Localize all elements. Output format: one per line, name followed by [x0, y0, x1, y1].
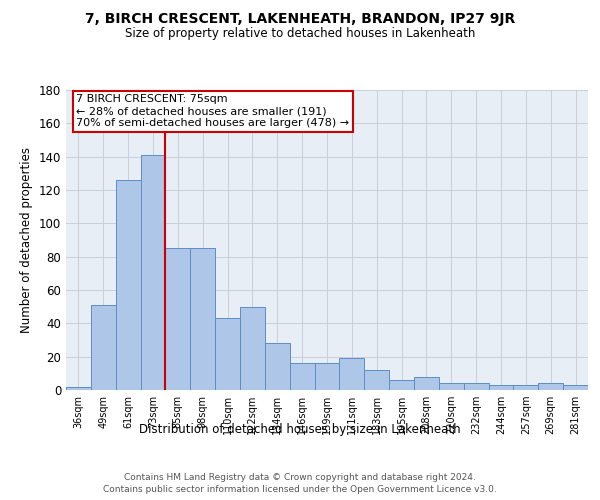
Bar	[364, 370, 389, 390]
Text: Contains public sector information licensed under the Open Government Licence v3: Contains public sector information licen…	[103, 485, 497, 494]
Bar	[389, 380, 414, 390]
Bar	[488, 385, 514, 390]
Bar	[514, 385, 538, 390]
Bar	[314, 364, 340, 390]
Bar	[190, 248, 215, 390]
Bar	[91, 305, 116, 390]
Bar	[116, 180, 140, 390]
Text: 7, BIRCH CRESCENT, LAKENHEATH, BRANDON, IP27 9JR: 7, BIRCH CRESCENT, LAKENHEATH, BRANDON, …	[85, 12, 515, 26]
Bar	[340, 358, 364, 390]
Text: Distribution of detached houses by size in Lakenheath: Distribution of detached houses by size …	[139, 422, 461, 436]
Bar	[140, 155, 166, 390]
Bar	[265, 344, 290, 390]
Bar	[215, 318, 240, 390]
Bar	[66, 386, 91, 390]
Bar	[439, 384, 464, 390]
Bar	[166, 248, 190, 390]
Text: Size of property relative to detached houses in Lakenheath: Size of property relative to detached ho…	[125, 28, 475, 40]
Text: 7 BIRCH CRESCENT: 75sqm
← 28% of detached houses are smaller (191)
70% of semi-d: 7 BIRCH CRESCENT: 75sqm ← 28% of detache…	[76, 94, 350, 128]
Bar	[538, 384, 563, 390]
Bar	[240, 306, 265, 390]
Bar	[414, 376, 439, 390]
Bar	[290, 364, 314, 390]
Bar	[563, 385, 588, 390]
Y-axis label: Number of detached properties: Number of detached properties	[20, 147, 33, 333]
Bar	[464, 384, 488, 390]
Text: Contains HM Land Registry data © Crown copyright and database right 2024.: Contains HM Land Registry data © Crown c…	[124, 472, 476, 482]
